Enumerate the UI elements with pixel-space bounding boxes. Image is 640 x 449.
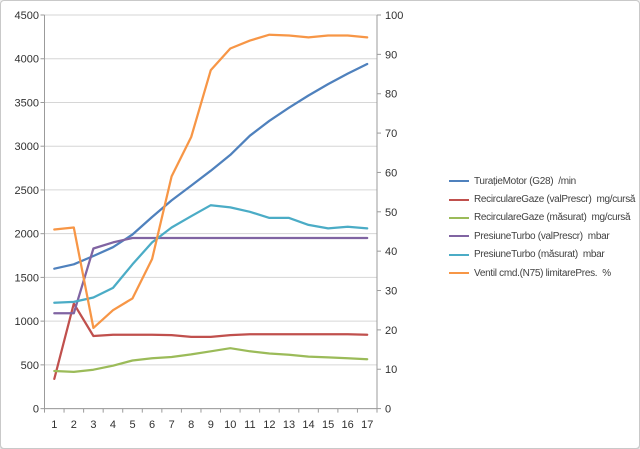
left-axis-tick-label: 2500 — [15, 185, 39, 197]
series-line-5 — [53, 204, 369, 304]
series-lines — [53, 33, 369, 381]
x-axis-tick-label: 16 — [342, 419, 354, 431]
x-axis-tick-label: 8 — [188, 419, 194, 431]
legend-label: RecirculareGaze (valPrescr) mg/cursă — [474, 194, 636, 206]
x-axis-tick-label: 4 — [110, 419, 116, 431]
right-axis-tick-label: 20 — [385, 325, 397, 337]
x-axis-labels: 1 2 3 4 5 6 7 8 9 10 11 12 13 14 15 16 17 — [51, 419, 373, 431]
legend-item-2: RecirculareGaze (valPrescr) mg/cursă — [449, 190, 635, 208]
legend-label: PresiuneTurbo (valPrescr) mbar — [474, 230, 610, 242]
legend-item-5: PresiuneTurbo (măsurat) mbar — [449, 246, 635, 264]
x-axis-tick-label: 12 — [263, 419, 275, 431]
x-axis-tick-label: 1 — [51, 419, 57, 431]
left-axis-tick-label: 3500 — [15, 97, 39, 109]
x-axis-tick-label: 3 — [90, 419, 96, 431]
legend-label: RecirculareGaze (măsurat) mg/cursă — [474, 212, 631, 224]
x-axis-tick-label: 14 — [302, 419, 314, 431]
right-axis-tick-label: 70 — [385, 128, 397, 140]
legend-item-3: RecirculareGaze (măsurat) mg/cursă — [449, 209, 635, 227]
x-axis-tick-label: 13 — [283, 419, 295, 431]
x-axis-tick-label: 2 — [71, 419, 77, 431]
x-axis-tick-label: 15 — [322, 419, 334, 431]
right-axis-tick-label: 90 — [385, 49, 397, 61]
x-axis-tick-label: 10 — [224, 419, 236, 431]
right-axis-tick-label: 30 — [385, 286, 397, 298]
x-axis-tick-label: 11 — [244, 419, 255, 431]
right-axis-tick-label: 60 — [385, 167, 397, 179]
x-axis-tick-label: 7 — [169, 419, 175, 431]
series-line-2 — [53, 302, 369, 381]
right-axis-tick-label: 0 — [385, 404, 391, 416]
left-axis-tick-label: 500 — [21, 360, 39, 372]
right-axis-tick-label: 40 — [385, 246, 397, 258]
right-axis-tick-label: 50 — [385, 207, 397, 219]
series-line-1 — [53, 62, 369, 270]
right-axis-tick-label: 100 — [385, 10, 403, 22]
legend-label: Ventil cmd.(N75) limitarePres. % — [474, 267, 611, 279]
legend-label: PresiuneTurbo (măsurat) mbar — [474, 249, 605, 261]
legend-item-6: Ventil cmd.(N75) limitarePres. % — [449, 264, 635, 282]
legend-label: TurațieMotor (G28) /min — [474, 175, 576, 187]
right-axis-tick-label: 80 — [385, 89, 397, 101]
right-axis-tick-label: 10 — [385, 364, 397, 376]
series-line-6 — [53, 33, 369, 330]
legend-item-4: PresiuneTurbo (valPrescr) mbar — [449, 227, 635, 245]
x-axis-tick-label: 5 — [129, 419, 135, 431]
series-line-3 — [53, 347, 369, 374]
legend-line-swatch — [449, 180, 469, 183]
legend-line-swatch — [449, 216, 469, 219]
left-axis-labels: 0 500 1000 1500 2000 2500 3000 3500 4000 4500 — [15, 10, 39, 416]
legend-line-swatch — [449, 198, 469, 201]
legend-item-1: TurațieMotor (G28) /min — [449, 172, 635, 190]
x-axis-tick-label: 17 — [361, 419, 373, 431]
legend-line-swatch — [449, 235, 469, 238]
left-axis-tick-label: 0 — [33, 404, 39, 416]
x-axis-tick-label: 9 — [208, 419, 214, 431]
right-axis-labels: 0 10 20 30 40 50 60 70 80 90 100 — [385, 10, 403, 416]
legend-line-swatch — [449, 272, 469, 275]
x-axis-tick-label: 6 — [149, 419, 155, 431]
legend: TurațieMotor (G28) /min RecirculareGaze (… — [449, 172, 635, 282]
left-axis-tick-label: 1500 — [15, 272, 39, 284]
left-axis-tick-label: 2000 — [15, 229, 39, 241]
left-axis-tick-label: 1000 — [15, 316, 39, 328]
legend-line-swatch — [449, 253, 469, 256]
series-line-4 — [53, 236, 369, 315]
axis-ticks — [40, 14, 381, 413]
left-axis-tick-label: 4000 — [15, 54, 39, 66]
left-axis-tick-label: 4500 — [15, 10, 39, 22]
left-axis-tick-label: 3000 — [15, 141, 39, 153]
